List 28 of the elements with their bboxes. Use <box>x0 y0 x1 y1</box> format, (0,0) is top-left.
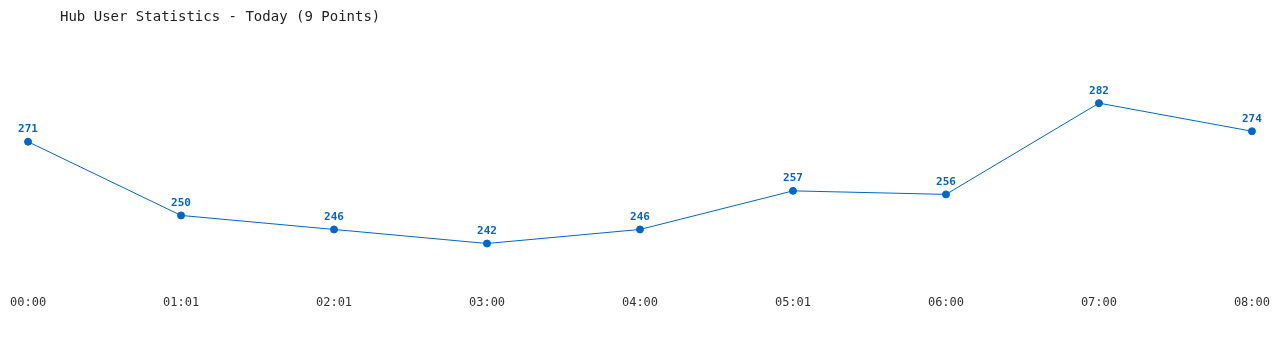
x-tick-label: 06:00 <box>927 294 965 309</box>
x-tick-label: 03:00 <box>468 294 506 309</box>
point <box>330 225 339 234</box>
chart-title: Hub User Statistics - Today (9 Points) <box>60 8 381 24</box>
data-label: 242 <box>477 223 497 237</box>
data-label: 256 <box>936 174 957 188</box>
data-label: 246 <box>630 209 651 223</box>
point <box>24 137 33 146</box>
x-tick-label: 00:00 <box>10 294 47 309</box>
x-tick-label: 08:00 <box>1233 294 1270 309</box>
data-label: 250 <box>171 195 191 209</box>
data-label: 257 <box>783 171 803 185</box>
data-label: 271 <box>18 122 39 136</box>
data-label: 274 <box>1242 111 1263 125</box>
x-tick-label: 07:00 <box>1080 294 1118 309</box>
point <box>1094 99 1103 108</box>
x-tick-label: 04:00 <box>621 294 659 309</box>
point <box>636 225 644 234</box>
x-tick-label: 05:01 <box>774 294 812 309</box>
point <box>483 239 492 248</box>
x-tick-label: 01:01 <box>162 294 200 309</box>
data-label: 282 <box>1089 83 1109 97</box>
point <box>941 190 950 199</box>
point <box>1247 127 1256 136</box>
x-tick-label: 02:01 <box>315 294 353 309</box>
data-label: 246 <box>324 209 345 223</box>
point <box>177 211 186 220</box>
point <box>788 186 797 195</box>
